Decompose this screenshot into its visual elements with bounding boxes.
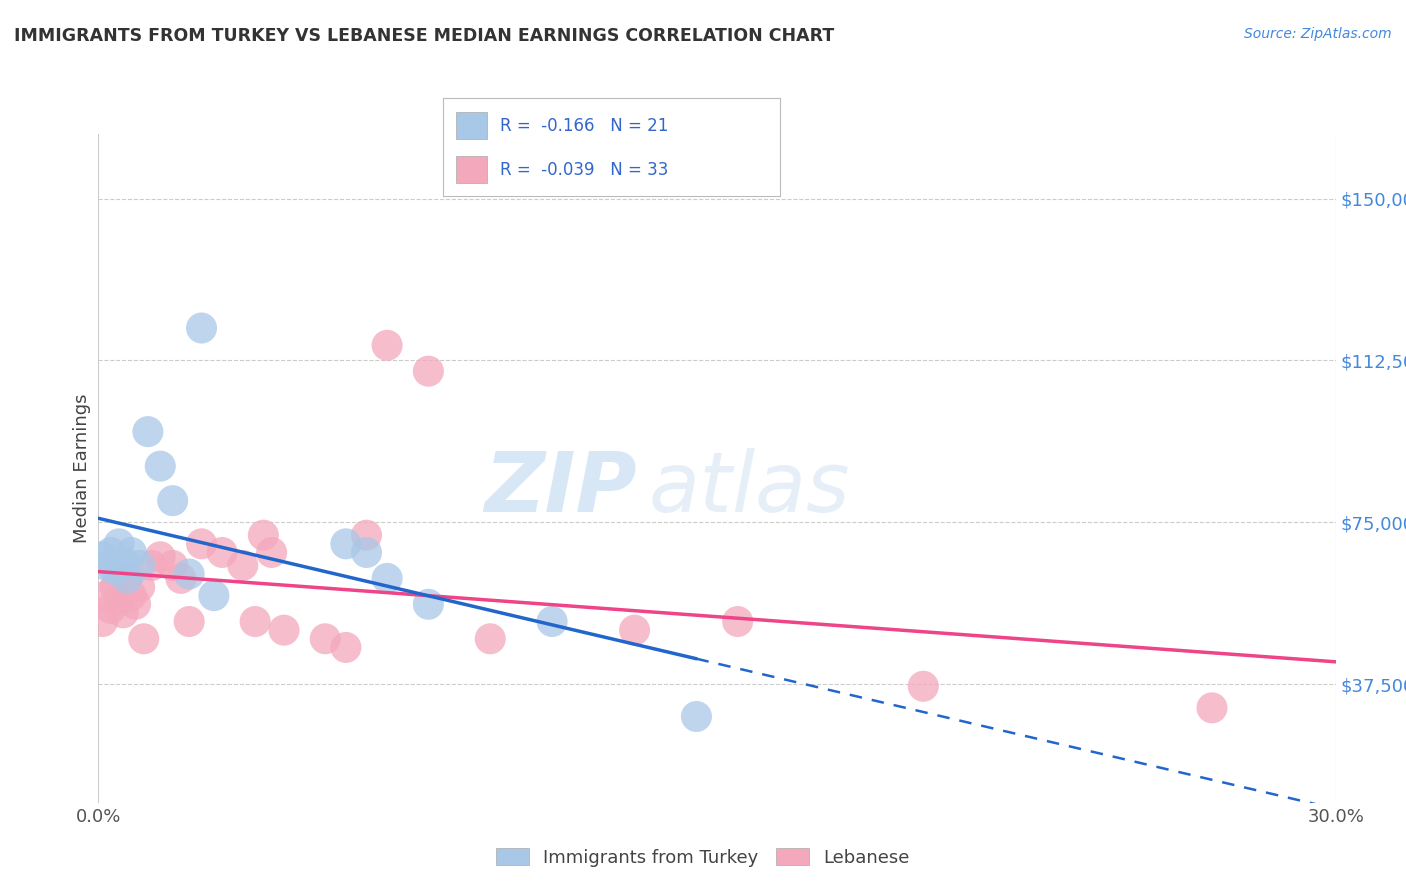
Point [243,615,266,629]
Point [211,545,233,559]
Point [124,597,146,611]
Point [418,597,440,611]
Point [375,338,398,352]
Point [170,571,193,585]
FancyBboxPatch shape [457,112,486,139]
Point [541,615,564,629]
Point [128,580,150,594]
Point [1201,701,1223,715]
Legend: Immigrants from Turkey, Lebanese: Immigrants from Turkey, Lebanese [489,841,917,874]
Text: R =  -0.166   N = 21: R = -0.166 N = 21 [501,117,669,135]
Point [120,589,142,603]
Point [202,589,225,603]
Point [179,567,201,582]
Point [418,364,440,378]
Point [335,537,357,551]
Point [273,623,295,637]
Point [149,459,172,474]
Point [108,537,131,551]
Point [141,558,163,573]
Point [100,601,122,615]
Point [190,321,212,335]
Point [117,571,139,585]
Text: IMMIGRANTS FROM TURKEY VS LEBANESE MEDIAN EARNINGS CORRELATION CHART: IMMIGRANTS FROM TURKEY VS LEBANESE MEDIA… [14,27,834,45]
Point [727,615,749,629]
Point [104,580,127,594]
Point [96,589,118,603]
Point [96,558,118,573]
Point [335,640,357,655]
Text: R =  -0.039   N = 33: R = -0.039 N = 33 [501,161,669,178]
Point [314,632,336,646]
Point [232,558,254,573]
Point [112,606,135,620]
Point [136,425,159,439]
Point [162,558,184,573]
Point [104,563,127,577]
Text: Source: ZipAtlas.com: Source: ZipAtlas.com [1244,27,1392,41]
Point [260,545,283,559]
Point [132,632,155,646]
Point [912,679,935,693]
FancyBboxPatch shape [457,156,486,184]
Point [162,493,184,508]
Point [479,632,502,646]
Point [91,549,114,564]
Point [128,558,150,573]
Point [356,528,378,542]
Text: ZIP: ZIP [484,448,637,529]
Text: atlas: atlas [650,448,851,529]
Point [252,528,274,542]
Point [685,709,707,723]
Point [356,545,378,559]
Point [112,554,135,568]
Point [91,615,114,629]
Point [190,537,212,551]
Point [623,623,645,637]
Point [179,615,201,629]
Point [149,549,172,564]
Point [117,571,139,585]
Point [100,545,122,559]
Point [375,571,398,585]
Point [108,593,131,607]
Y-axis label: Median Earnings: Median Earnings [73,393,91,543]
Point [120,545,142,559]
